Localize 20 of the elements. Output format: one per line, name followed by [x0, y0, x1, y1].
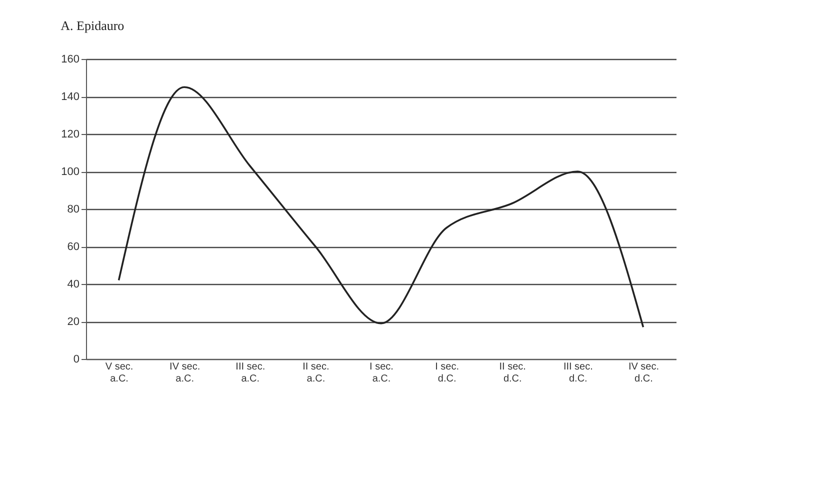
x-tick-label: III sec. d.C. — [563, 362, 593, 384]
x-tick-label: V sec. a.C. — [105, 362, 134, 384]
y-tick-label: 140 — [61, 91, 80, 103]
y-tick-label: 160 — [61, 54, 80, 66]
y-tick-label: 40 — [67, 278, 80, 290]
y-tick-label: 120 — [61, 128, 80, 140]
y-tick-label: 100 — [61, 166, 80, 178]
chart-title: A. Epidauro — [60, 18, 124, 33]
x-tick-label: II sec. d.C. — [499, 362, 526, 384]
x-tick-label: III sec. a.C. — [236, 362, 266, 384]
y-tick-label: 80 — [67, 204, 80, 216]
x-tick-label: IV sec. a.C. — [170, 362, 200, 384]
line-series — [118, 86, 644, 328]
x-tick-label: IV sec. d.C. — [628, 362, 660, 384]
y-tick-label: 20 — [67, 316, 80, 328]
x-tick-label: I sec. d.C. — [435, 362, 460, 384]
y-tick-label: 60 — [67, 241, 80, 253]
x-tick-label: II sec. a.C. — [302, 362, 330, 384]
x-tick-label: I sec. a.C. — [370, 362, 394, 384]
y-tick-label: 0 — [73, 354, 80, 366]
